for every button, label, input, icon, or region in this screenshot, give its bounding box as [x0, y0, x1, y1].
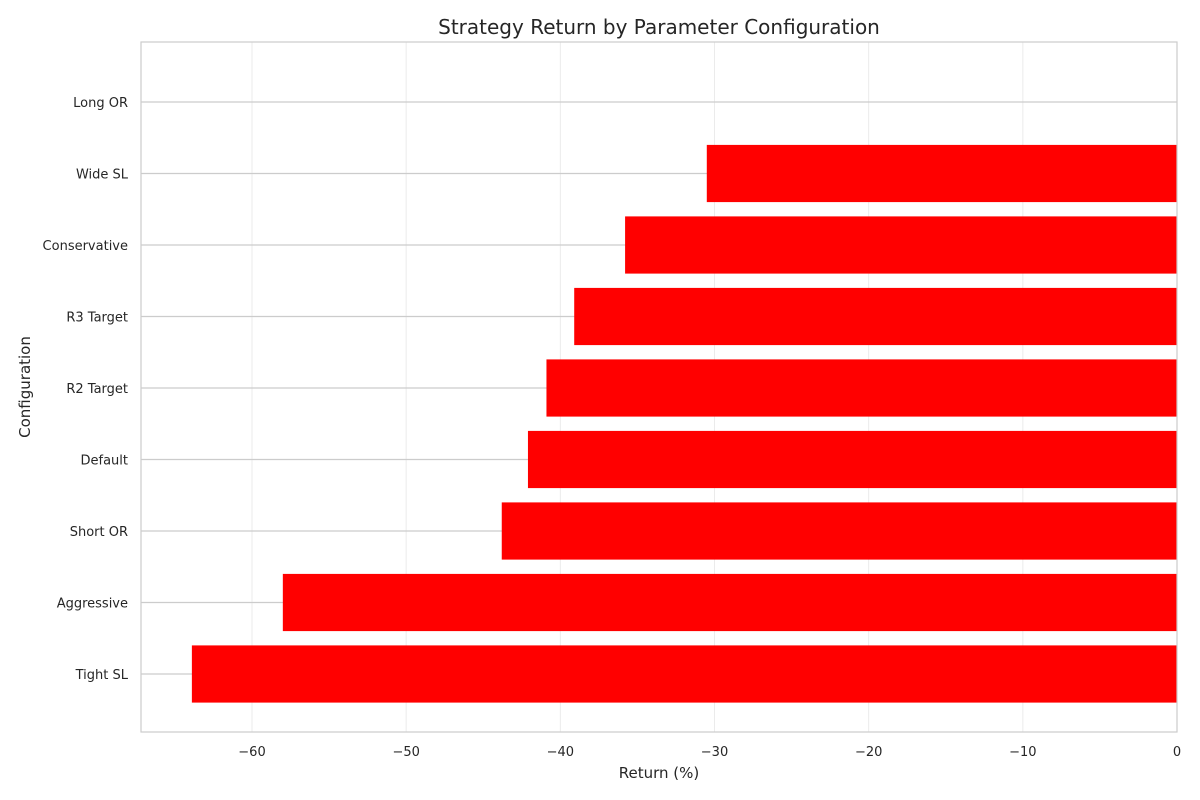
- bar-r2-target: [546, 359, 1177, 417]
- bar-wide-sl: [706, 144, 1177, 203]
- y-tick-label: Default: [81, 454, 129, 469]
- plot-frame: [140, 41, 1178, 733]
- y-tick-label: R2 Target: [66, 382, 128, 397]
- x-tick-label: −10: [1009, 745, 1036, 760]
- x-tick-label: 0: [1173, 745, 1181, 760]
- x-axis-label: Return (%): [619, 764, 700, 782]
- y-tick-labels: Long OR Wide SL Conservative R3 Target R2 Ta…: [43, 96, 129, 683]
- y-tick-label: Aggressive: [57, 597, 128, 612]
- y-axis-label: Configuration: [16, 336, 34, 438]
- x-tick-label: −50: [392, 745, 419, 760]
- x-tick-label: −20: [855, 745, 882, 760]
- bar-r3-target: [574, 287, 1177, 346]
- bars: [191, 144, 1177, 703]
- y-tick-label: Conservative: [43, 239, 128, 254]
- x-tick-labels: −60 −50 −40 −30 −20 −10 0: [238, 745, 1181, 760]
- y-tick-label: Short OR: [70, 525, 128, 540]
- x-tick-label: −60: [238, 745, 265, 760]
- bar-tight-sl: [191, 645, 1177, 703]
- y-tick-label: Long OR: [73, 96, 128, 111]
- x-tick-label: −40: [547, 745, 574, 760]
- x-tick-label: −30: [701, 745, 728, 760]
- bar-aggressive: [282, 573, 1177, 632]
- bar-short-or: [501, 502, 1177, 560]
- bar-default: [527, 430, 1177, 489]
- chart-title: Strategy Return by Parameter Configurati…: [438, 15, 880, 39]
- y-tick-label: Tight SL: [75, 668, 129, 683]
- bar-conservative: [625, 216, 1177, 274]
- y-tick-label: Wide SL: [76, 168, 129, 183]
- y-tick-label: R3 Target: [66, 311, 128, 326]
